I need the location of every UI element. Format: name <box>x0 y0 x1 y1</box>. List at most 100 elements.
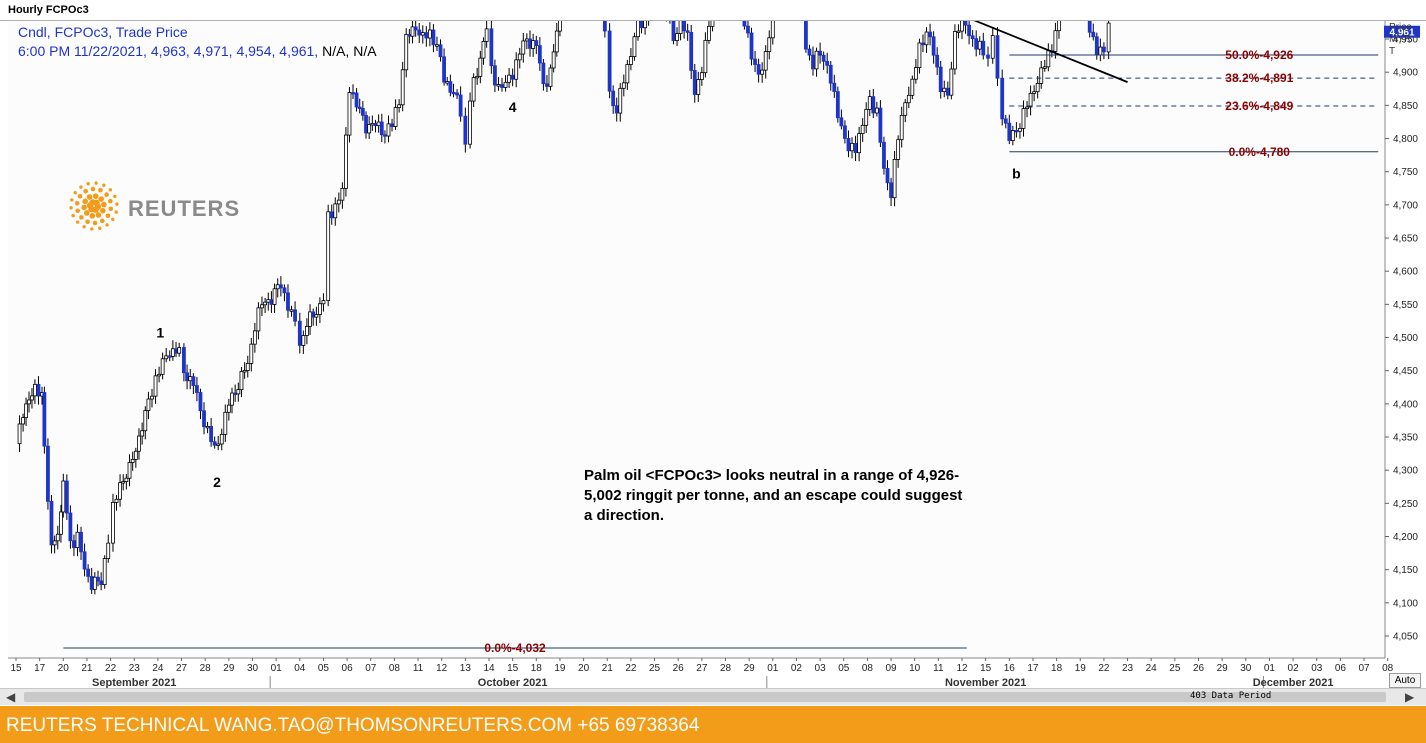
logo-dot <box>82 225 86 229</box>
scroll-right-icon[interactable]: ▶ <box>1405 690 1415 704</box>
down-candle <box>89 576 94 590</box>
logo-dot <box>102 183 106 187</box>
logo-dot <box>105 223 109 227</box>
x-day-label: 17 <box>34 663 46 674</box>
x-day-label: 08 <box>1382 663 1394 674</box>
scroll-left-icon[interactable]: ◀ <box>6 690 16 704</box>
down-candle <box>68 512 73 542</box>
up-candle <box>216 443 221 446</box>
up-candle <box>130 459 135 463</box>
logo-dot <box>71 213 75 218</box>
down-candle <box>451 91 456 95</box>
down-candle <box>49 500 54 546</box>
fib2-label: 23.6%-4,849 <box>1225 99 1293 113</box>
down-candle <box>510 74 515 80</box>
x-day-label: 24 <box>152 663 164 674</box>
down-candle <box>86 568 91 577</box>
up-candle <box>924 31 929 46</box>
up-candle <box>21 417 25 425</box>
logo-dot <box>79 185 83 189</box>
up-candle <box>146 398 151 411</box>
x-day-label: 08 <box>389 663 401 674</box>
x-day-label: 21 <box>81 663 93 674</box>
down-candle <box>79 531 83 553</box>
down-candle <box>1091 31 1096 38</box>
down-candle <box>364 114 368 134</box>
y-tick-label: 4,950 <box>1393 35 1418 46</box>
down-candle <box>185 372 189 382</box>
x-day-label: 30 <box>1240 663 1252 674</box>
down-candle <box>351 92 355 95</box>
logo-dot <box>92 193 99 199</box>
logo-dot <box>115 202 119 206</box>
up-candle <box>272 288 277 305</box>
y-tick-label: 4,100 <box>1393 598 1418 609</box>
down-candle <box>438 44 443 58</box>
up-candle <box>24 403 28 419</box>
logo-dot <box>98 196 104 202</box>
down-candle <box>986 54 990 59</box>
down-candle <box>42 392 47 447</box>
plot-area <box>8 20 1385 658</box>
x-day-label: 12 <box>436 663 448 674</box>
down-candle <box>945 87 950 96</box>
up-candle <box>242 370 247 373</box>
up-candle <box>376 121 381 127</box>
down-candle <box>853 142 858 154</box>
up-candle <box>514 59 519 80</box>
legend-ohlc: 6:00 PM 11/22/2021, 4,963, 4,971, 4,954,… <box>18 43 377 59</box>
horizontal-scrollbar[interactable]: ◀ ▶ <box>0 688 1426 705</box>
logo-dot <box>74 200 80 206</box>
y-tick-label: 4,800 <box>1393 134 1418 145</box>
x-day-label: 06 <box>1335 663 1347 674</box>
down-candle <box>36 383 41 397</box>
up-candle <box>226 404 231 413</box>
x-day-label: 21 <box>602 663 614 674</box>
axis-title-unit: T <box>1389 46 1396 57</box>
up-candle <box>767 37 772 52</box>
up-candle <box>675 33 679 41</box>
fib1-label: 0.0%-4,032 <box>484 641 546 655</box>
up-candle <box>347 92 352 136</box>
down-candle <box>202 410 206 428</box>
logo-dot <box>70 198 74 202</box>
down-candle <box>885 167 890 184</box>
axis-title-price: Price <box>1389 22 1412 33</box>
logo-dot <box>84 210 90 216</box>
up-candle <box>703 39 708 74</box>
up-candle <box>404 34 409 71</box>
auto-scale-button[interactable]: Auto <box>1389 673 1421 688</box>
up-candle <box>990 35 995 59</box>
y-tick-label: 4,350 <box>1393 433 1418 444</box>
up-candle <box>223 411 228 435</box>
y-tick-label: 4,150 <box>1393 565 1418 576</box>
x-day-label: 19 <box>554 663 566 674</box>
up-candle <box>289 309 294 312</box>
down-candle <box>357 106 362 109</box>
x-day-label: 23 <box>129 663 141 674</box>
up-candle <box>61 480 66 513</box>
up-candle <box>344 134 348 189</box>
down-candle <box>1094 36 1099 56</box>
up-candle <box>507 74 512 83</box>
up-candle <box>696 79 701 95</box>
fib2-label: 0.0%-4,780 <box>1229 145 1291 159</box>
logo-dot <box>105 213 111 219</box>
wave-label: b <box>1012 165 1021 181</box>
up-candle <box>321 300 326 305</box>
last-price-marker <box>1384 25 1420 38</box>
up-candle <box>333 203 338 219</box>
x-day-label: 10 <box>909 663 921 674</box>
x-day-label: 27 <box>176 663 188 674</box>
up-candle <box>118 482 122 500</box>
scrollbar-thumb[interactable] <box>24 692 1386 702</box>
x-day-label: 25 <box>649 663 661 674</box>
up-candle <box>1106 22 1111 53</box>
down-candle <box>286 292 290 311</box>
up-candle <box>468 100 472 145</box>
x-day-label: 07 <box>365 663 377 674</box>
up-candle <box>143 410 148 432</box>
x-day-label: 23 <box>1122 663 1134 674</box>
up-candle <box>33 383 37 397</box>
